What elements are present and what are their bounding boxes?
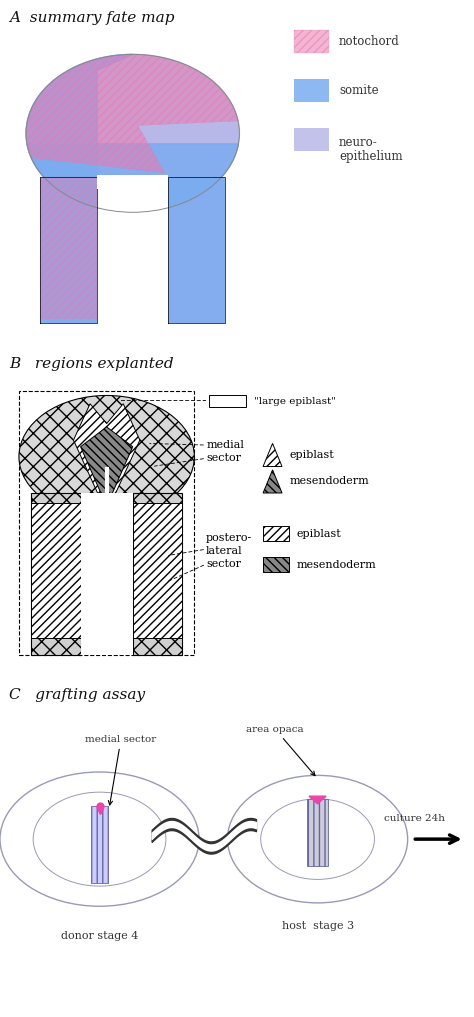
Text: B   regions explanted: B regions explanted [9, 357, 174, 371]
Text: sector: sector [206, 454, 241, 464]
Text: mesendoderm: mesendoderm [296, 560, 376, 571]
Polygon shape [81, 493, 133, 507]
Text: epiblast: epiblast [289, 450, 334, 460]
Polygon shape [31, 503, 81, 639]
Polygon shape [27, 143, 238, 213]
Text: culture 24h: culture 24h [384, 815, 445, 824]
Text: C   grafting assay: C grafting assay [9, 689, 146, 702]
Polygon shape [26, 54, 238, 173]
Text: lateral: lateral [206, 546, 243, 556]
Polygon shape [100, 502, 114, 518]
Polygon shape [294, 79, 329, 102]
Text: epithelium: epithelium [339, 149, 402, 163]
Polygon shape [31, 493, 81, 655]
Polygon shape [81, 427, 133, 506]
Polygon shape [263, 443, 282, 467]
Text: epiblast: epiblast [296, 529, 341, 539]
Polygon shape [168, 177, 225, 322]
Text: notochord: notochord [339, 35, 400, 48]
Text: sector: sector [206, 559, 241, 570]
Text: "large epiblast": "large epiblast" [254, 397, 336, 406]
Polygon shape [294, 128, 329, 151]
Text: A  summary fate map: A summary fate map [9, 10, 175, 24]
Polygon shape [263, 526, 289, 541]
Polygon shape [263, 557, 289, 573]
Polygon shape [81, 493, 133, 655]
Polygon shape [133, 503, 182, 639]
Text: donor stage 4: donor stage 4 [61, 932, 138, 942]
Text: medial sector: medial sector [85, 735, 156, 805]
Polygon shape [168, 177, 225, 322]
Circle shape [19, 396, 194, 518]
Polygon shape [40, 177, 97, 322]
Text: neuro-: neuro- [339, 135, 378, 148]
Polygon shape [26, 54, 133, 213]
Polygon shape [263, 470, 282, 493]
Polygon shape [73, 404, 140, 513]
Text: area opaca: area opaca [246, 725, 315, 776]
Polygon shape [97, 177, 168, 188]
Polygon shape [97, 204, 168, 322]
Polygon shape [309, 796, 326, 803]
Polygon shape [209, 396, 246, 407]
Text: medial: medial [206, 440, 244, 451]
Polygon shape [40, 177, 97, 319]
Text: mesendoderm: mesendoderm [289, 476, 369, 486]
Polygon shape [307, 799, 328, 866]
Polygon shape [91, 805, 108, 883]
Polygon shape [97, 175, 168, 322]
Polygon shape [26, 54, 239, 213]
Polygon shape [294, 29, 329, 53]
Text: host  stage 3: host stage 3 [282, 921, 354, 932]
Text: postero-: postero- [206, 533, 253, 543]
Polygon shape [40, 177, 97, 322]
Polygon shape [133, 493, 182, 655]
Text: somite: somite [339, 83, 379, 97]
